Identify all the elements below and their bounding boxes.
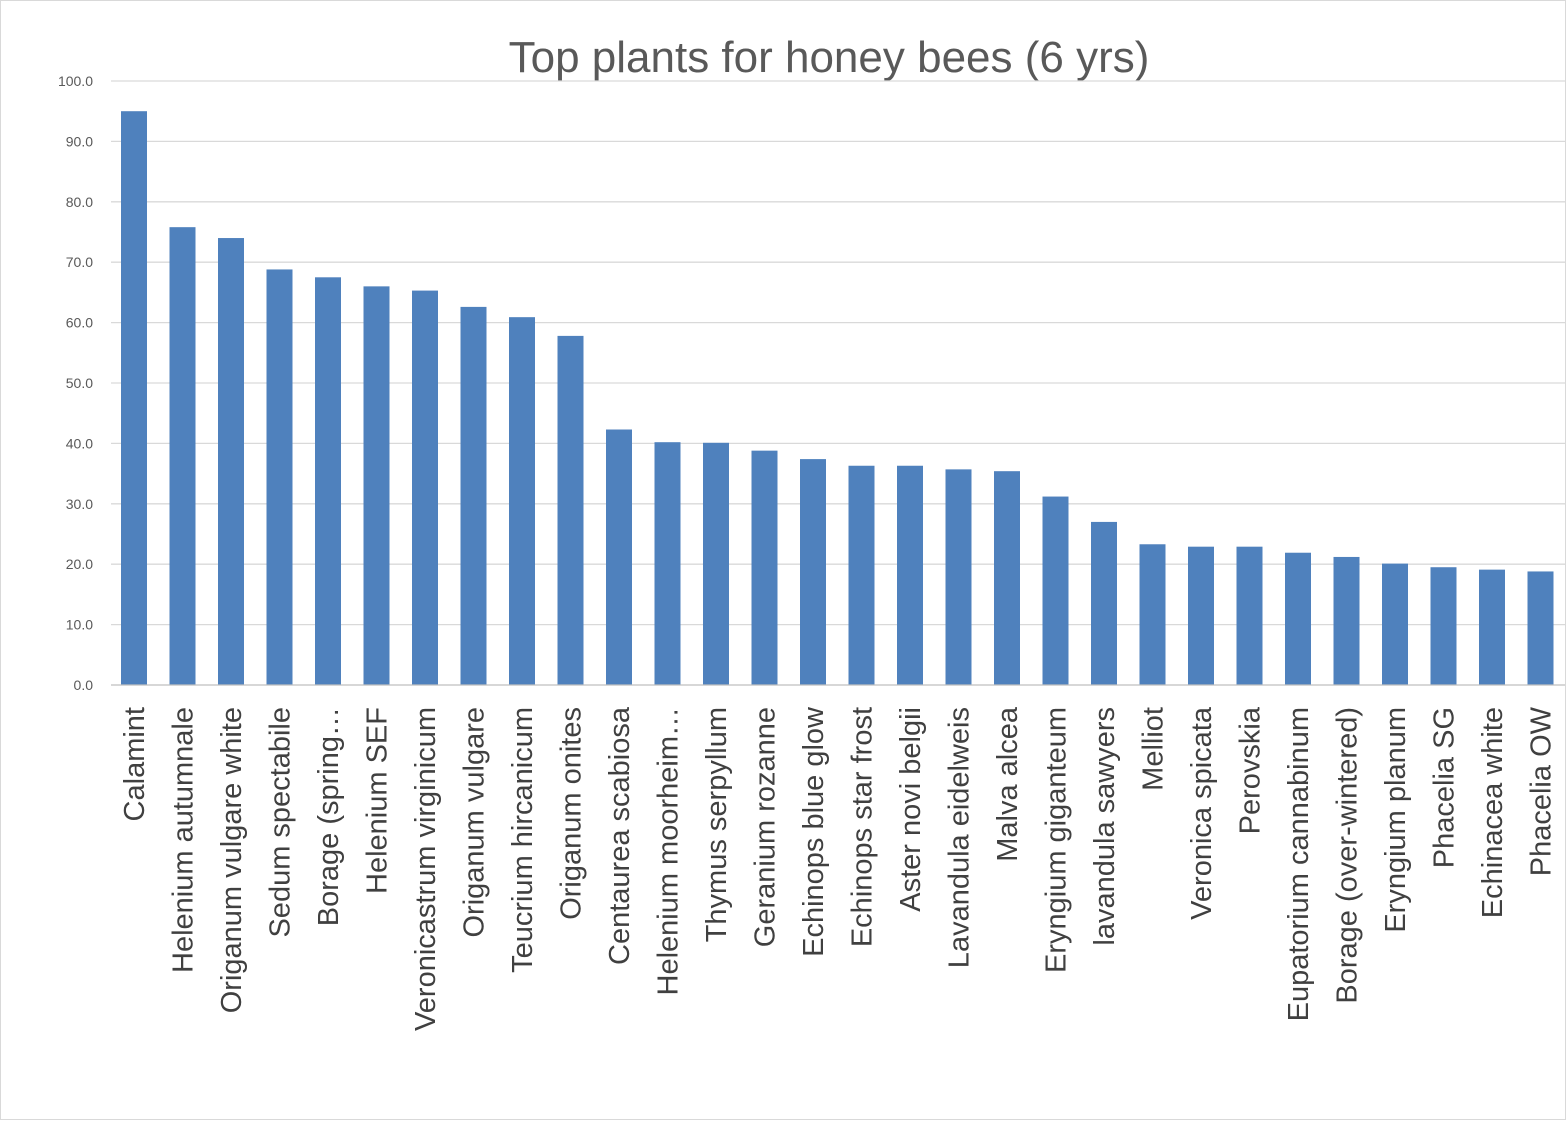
y-tick-label: 40.0 xyxy=(66,435,93,451)
y-tick-label: 80.0 xyxy=(66,194,93,210)
y-tick-label: 30.0 xyxy=(66,496,93,512)
x-axis-category-labels: Calamint Helenium autumnale Origanum vulga… xyxy=(119,706,1558,1031)
bar xyxy=(412,290,438,685)
x-category-label: Origanum vulgare white xyxy=(216,707,248,1013)
x-category-label: Sedum spectabile xyxy=(265,707,297,938)
bar xyxy=(509,317,535,685)
y-tick-label: 100.0 xyxy=(58,73,93,89)
bar xyxy=(1527,571,1554,685)
bar xyxy=(1139,544,1166,685)
x-category-label: Helenium autumnale xyxy=(168,707,200,973)
x-category-label: Eryngium giganteum xyxy=(1041,707,1073,973)
bar xyxy=(169,227,196,685)
x-category-label: Origanum onites xyxy=(556,707,588,920)
x-category-label: Borage (over-wintered) xyxy=(1332,707,1364,1004)
bar xyxy=(751,450,778,685)
y-axis-tick-labels: 0.0 10.0 20.0 30.0 40.0 50.0 60.0 70.0 80.0 90.0 1… xyxy=(58,73,93,693)
bar xyxy=(363,286,390,685)
x-category-label: Eryngium planum xyxy=(1380,707,1412,933)
bar xyxy=(703,442,729,685)
bar xyxy=(1382,563,1408,685)
y-tick-label: 10.0 xyxy=(66,617,93,633)
x-category-label: Borage (spring… xyxy=(313,707,345,926)
x-category-label: Veronicastrum virginicum xyxy=(410,707,442,1031)
bar xyxy=(897,465,923,685)
x-category-label: Echinops star frost xyxy=(847,707,879,947)
bar xyxy=(1236,546,1263,685)
x-category-label: Echinacea white xyxy=(1477,707,1509,918)
x-category-label: Aster novi belgii xyxy=(895,707,927,912)
x-category-label: Phacelia OW xyxy=(1526,706,1558,876)
x-category-label: Centaurea scabiosa xyxy=(604,706,636,965)
bar xyxy=(1430,567,1457,685)
y-tick-label: 60.0 xyxy=(66,315,93,331)
x-category-label: Echinops blue glow xyxy=(798,706,830,957)
x-category-label: Thymus serpyllum xyxy=(701,707,733,942)
y-tick-label: 90.0 xyxy=(66,133,93,149)
x-category-label: Calamint xyxy=(119,707,151,821)
y-tick-label: 50.0 xyxy=(66,375,93,391)
x-category-label: Veronica spicata xyxy=(1186,706,1218,920)
x-category-label: Perovskia xyxy=(1235,706,1267,834)
x-category-label: lavandula sawyers xyxy=(1089,707,1121,946)
bar xyxy=(1042,496,1069,685)
bar xyxy=(994,471,1020,685)
bar xyxy=(266,269,293,685)
bar xyxy=(1333,556,1360,685)
bars xyxy=(121,111,1554,686)
x-category-label: Helenium moorheim… xyxy=(653,707,685,996)
x-category-label: Eupatorium cannabinum xyxy=(1283,707,1315,1021)
bar xyxy=(945,469,972,685)
bar xyxy=(1479,569,1505,685)
gridlines xyxy=(111,80,1565,626)
x-category-label: Teucrium hircanicum xyxy=(507,707,539,973)
x-category-label: Malva alcea xyxy=(992,706,1024,862)
bar xyxy=(1285,552,1311,685)
y-tick-label: 70.0 xyxy=(66,254,93,270)
bar xyxy=(218,238,244,686)
bar xyxy=(460,306,487,685)
x-category-label: Phacelia SG xyxy=(1429,707,1461,868)
x-category-label: Geranium rozanne xyxy=(750,707,782,947)
bar xyxy=(654,442,681,685)
x-category-label: Melliot xyxy=(1138,707,1170,791)
chart-title: Top plants for honey bees (6 yrs) xyxy=(509,33,1150,82)
bar xyxy=(1091,521,1117,685)
bar xyxy=(606,429,632,685)
bar xyxy=(800,459,826,685)
bar xyxy=(1188,546,1214,685)
y-tick-label: 20.0 xyxy=(66,556,93,572)
x-category-label: Origanum vulgare xyxy=(459,707,491,938)
x-category-label: Lavandula eidelweis xyxy=(944,707,976,968)
bar xyxy=(848,465,875,685)
bar xyxy=(315,277,341,685)
y-tick-label: 0.0 xyxy=(74,677,94,693)
bar xyxy=(557,335,584,685)
x-category-label: Helenium SEF xyxy=(362,707,394,894)
bar xyxy=(121,111,147,685)
